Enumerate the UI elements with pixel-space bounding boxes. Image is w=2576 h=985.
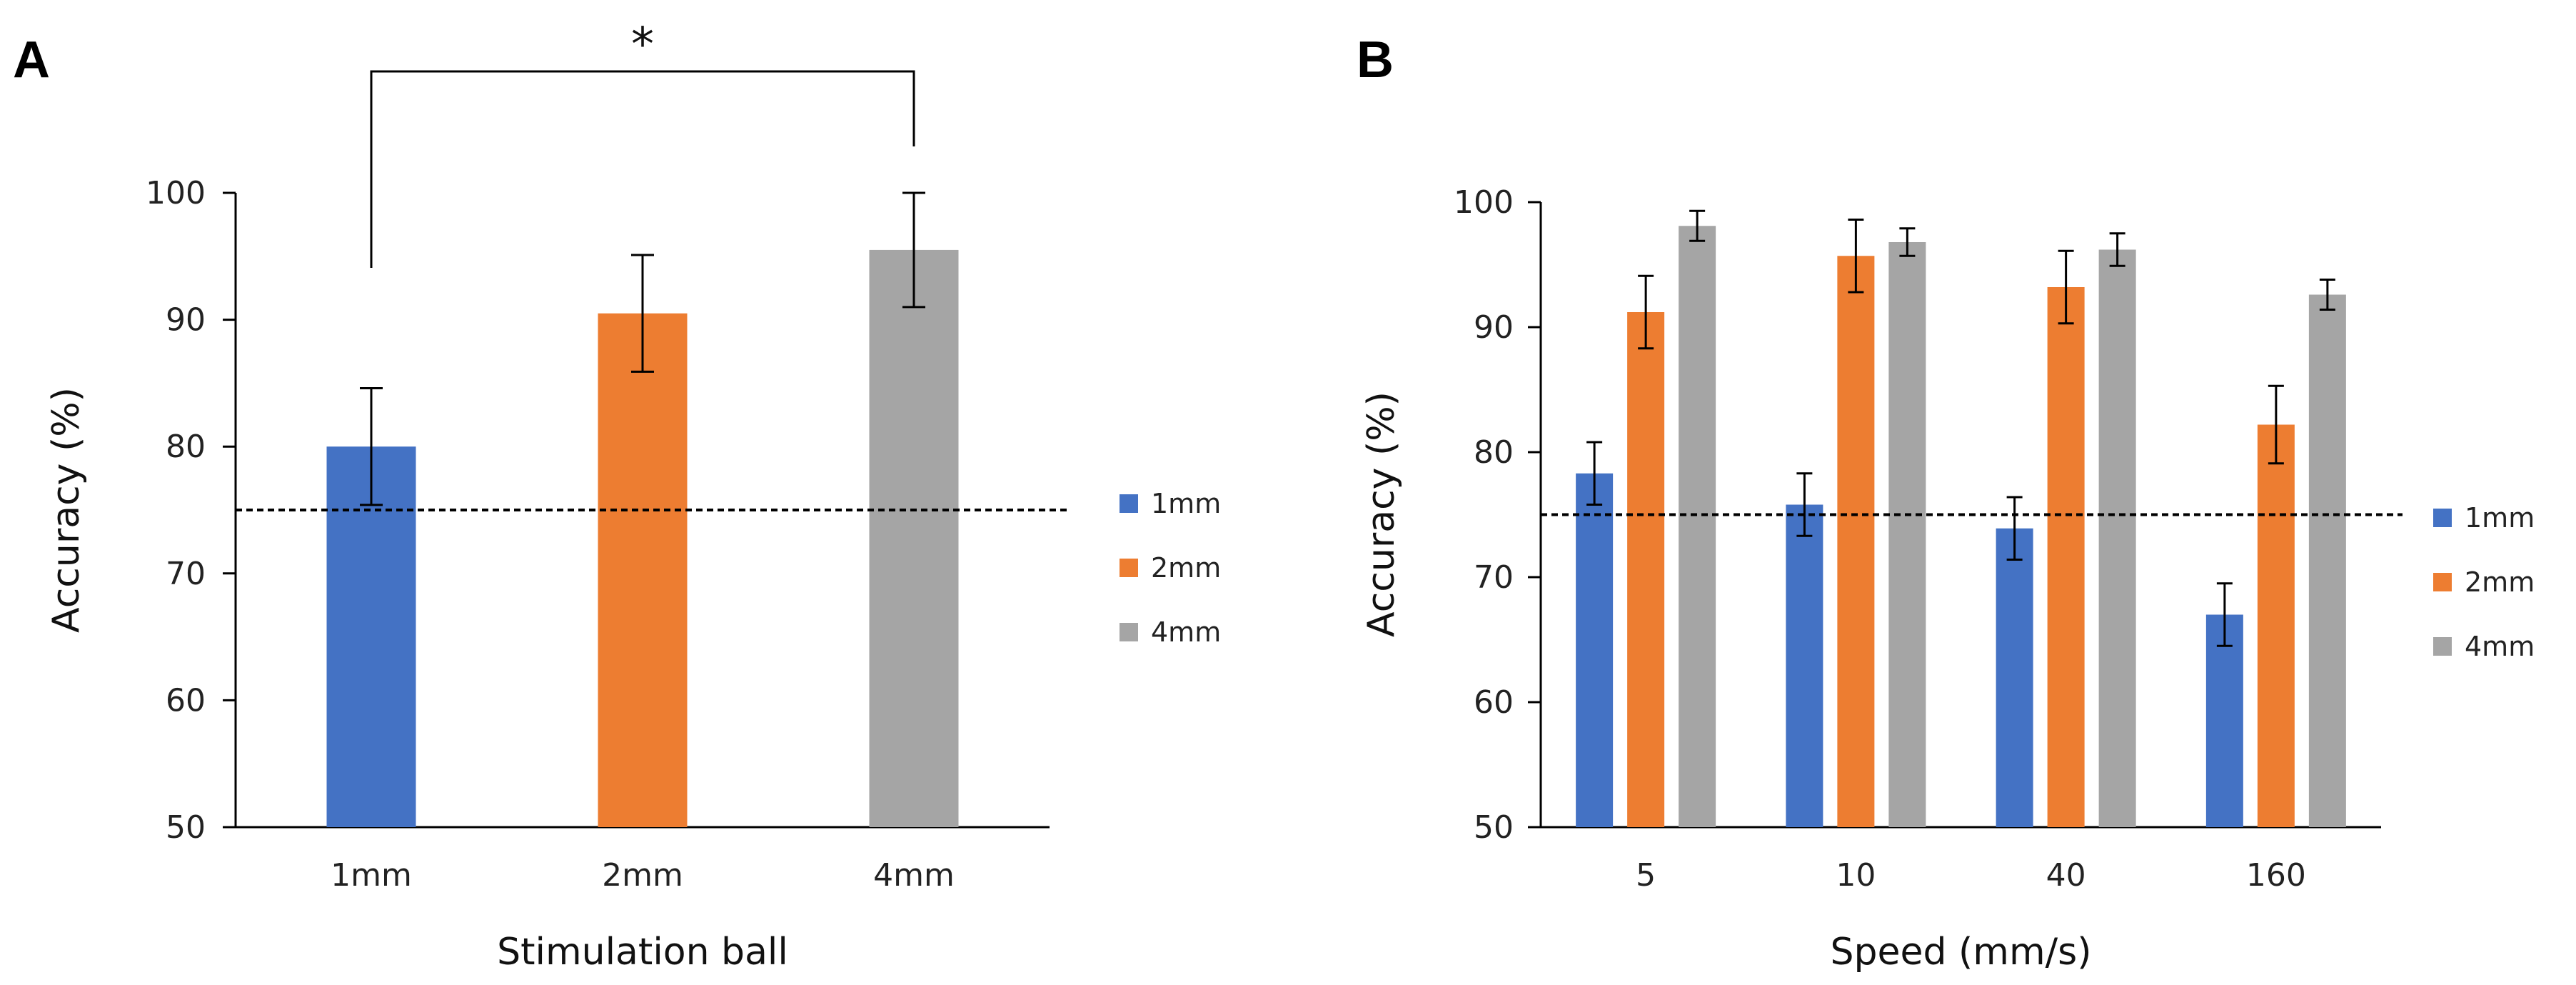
legend-swatch-2mm [1120,559,1138,577]
y-tick-label: 50 [1474,809,1514,846]
y-tick-label: 80 [166,429,206,465]
y-tick-label: 50 [166,809,206,846]
bar-4mm [869,249,959,827]
legend-swatch-1mm [2433,509,2452,527]
x-tick-label: 1mm [331,857,412,894]
bar-4mm-speed-5 [1679,226,1716,827]
bar-1mm-speed-40 [1996,528,2033,827]
x-tick-label: 160 [2246,857,2306,894]
y-axis-title: Accuracy (%) [1360,391,1403,637]
x-tick-label: 10 [1836,857,1876,894]
y-tick-label: 60 [1474,684,1514,721]
x-tick-label: 2mm [602,857,683,894]
y-tick-label: 90 [166,302,206,339]
x-axis-title: Speed (mm/s) [1830,931,2091,974]
bar-1mm-speed-5 [1576,473,1614,827]
panel-b-chart: B 50 60 70 80 90 100 5 10 40 160 Speed (mm/s) Accura… [1357,31,2535,974]
legend-label: 1mm [2465,502,2535,534]
y-tick-label: 70 [1474,559,1514,596]
panel-a-chart: A 50 60 70 80 90 100 1mm 2mm 4mm Stimulation ball A… [13,19,1221,974]
y-tick-label: 100 [1454,184,1514,221]
x-tick-label: 40 [2046,857,2086,894]
y-axis-title: Accuracy (%) [45,387,88,633]
panel-letter: B [1357,31,1394,89]
bar-1mm-speed-160 [2205,614,2243,827]
bar-1mm-speed-10 [1786,504,1823,827]
y-tick-label: 100 [146,175,206,211]
x-tick-label: 5 [1636,857,1656,894]
legend-label: 1mm [1151,488,1221,519]
y-tick-label: 70 [166,556,206,592]
bar-2mm-speed-40 [2047,287,2085,827]
legend-label: 4mm [2465,631,2535,662]
panel-letter: A [13,31,50,89]
legend-label: 4mm [1151,616,1221,648]
significance-asterisk: * [631,19,654,71]
y-tick-label: 90 [1474,309,1514,346]
legend-label: 2mm [1151,552,1221,584]
y-tick-label: 80 [1474,434,1514,471]
significance-bracket [370,70,915,268]
bar-2mm-speed-5 [1627,312,1665,827]
legend-swatch-1mm [1120,494,1138,513]
bar-2mm-speed-160 [2257,424,2295,827]
bar-2mm [598,313,688,828]
bar-4mm-speed-10 [1888,242,1926,827]
bar-4mm-speed-160 [2308,294,2346,827]
x-axis-title: Stimulation ball [497,931,788,974]
legend-swatch-2mm [2433,573,2452,591]
y-tick-label: 60 [166,682,206,719]
bar-4mm-speed-40 [2098,249,2136,827]
bar-2mm-speed-10 [1837,256,1875,827]
x-tick-label: 4mm [873,857,955,894]
legend-swatch-4mm [2433,637,2452,656]
legend-swatch-4mm [1120,623,1138,641]
legend-label: 2mm [2465,566,2535,598]
